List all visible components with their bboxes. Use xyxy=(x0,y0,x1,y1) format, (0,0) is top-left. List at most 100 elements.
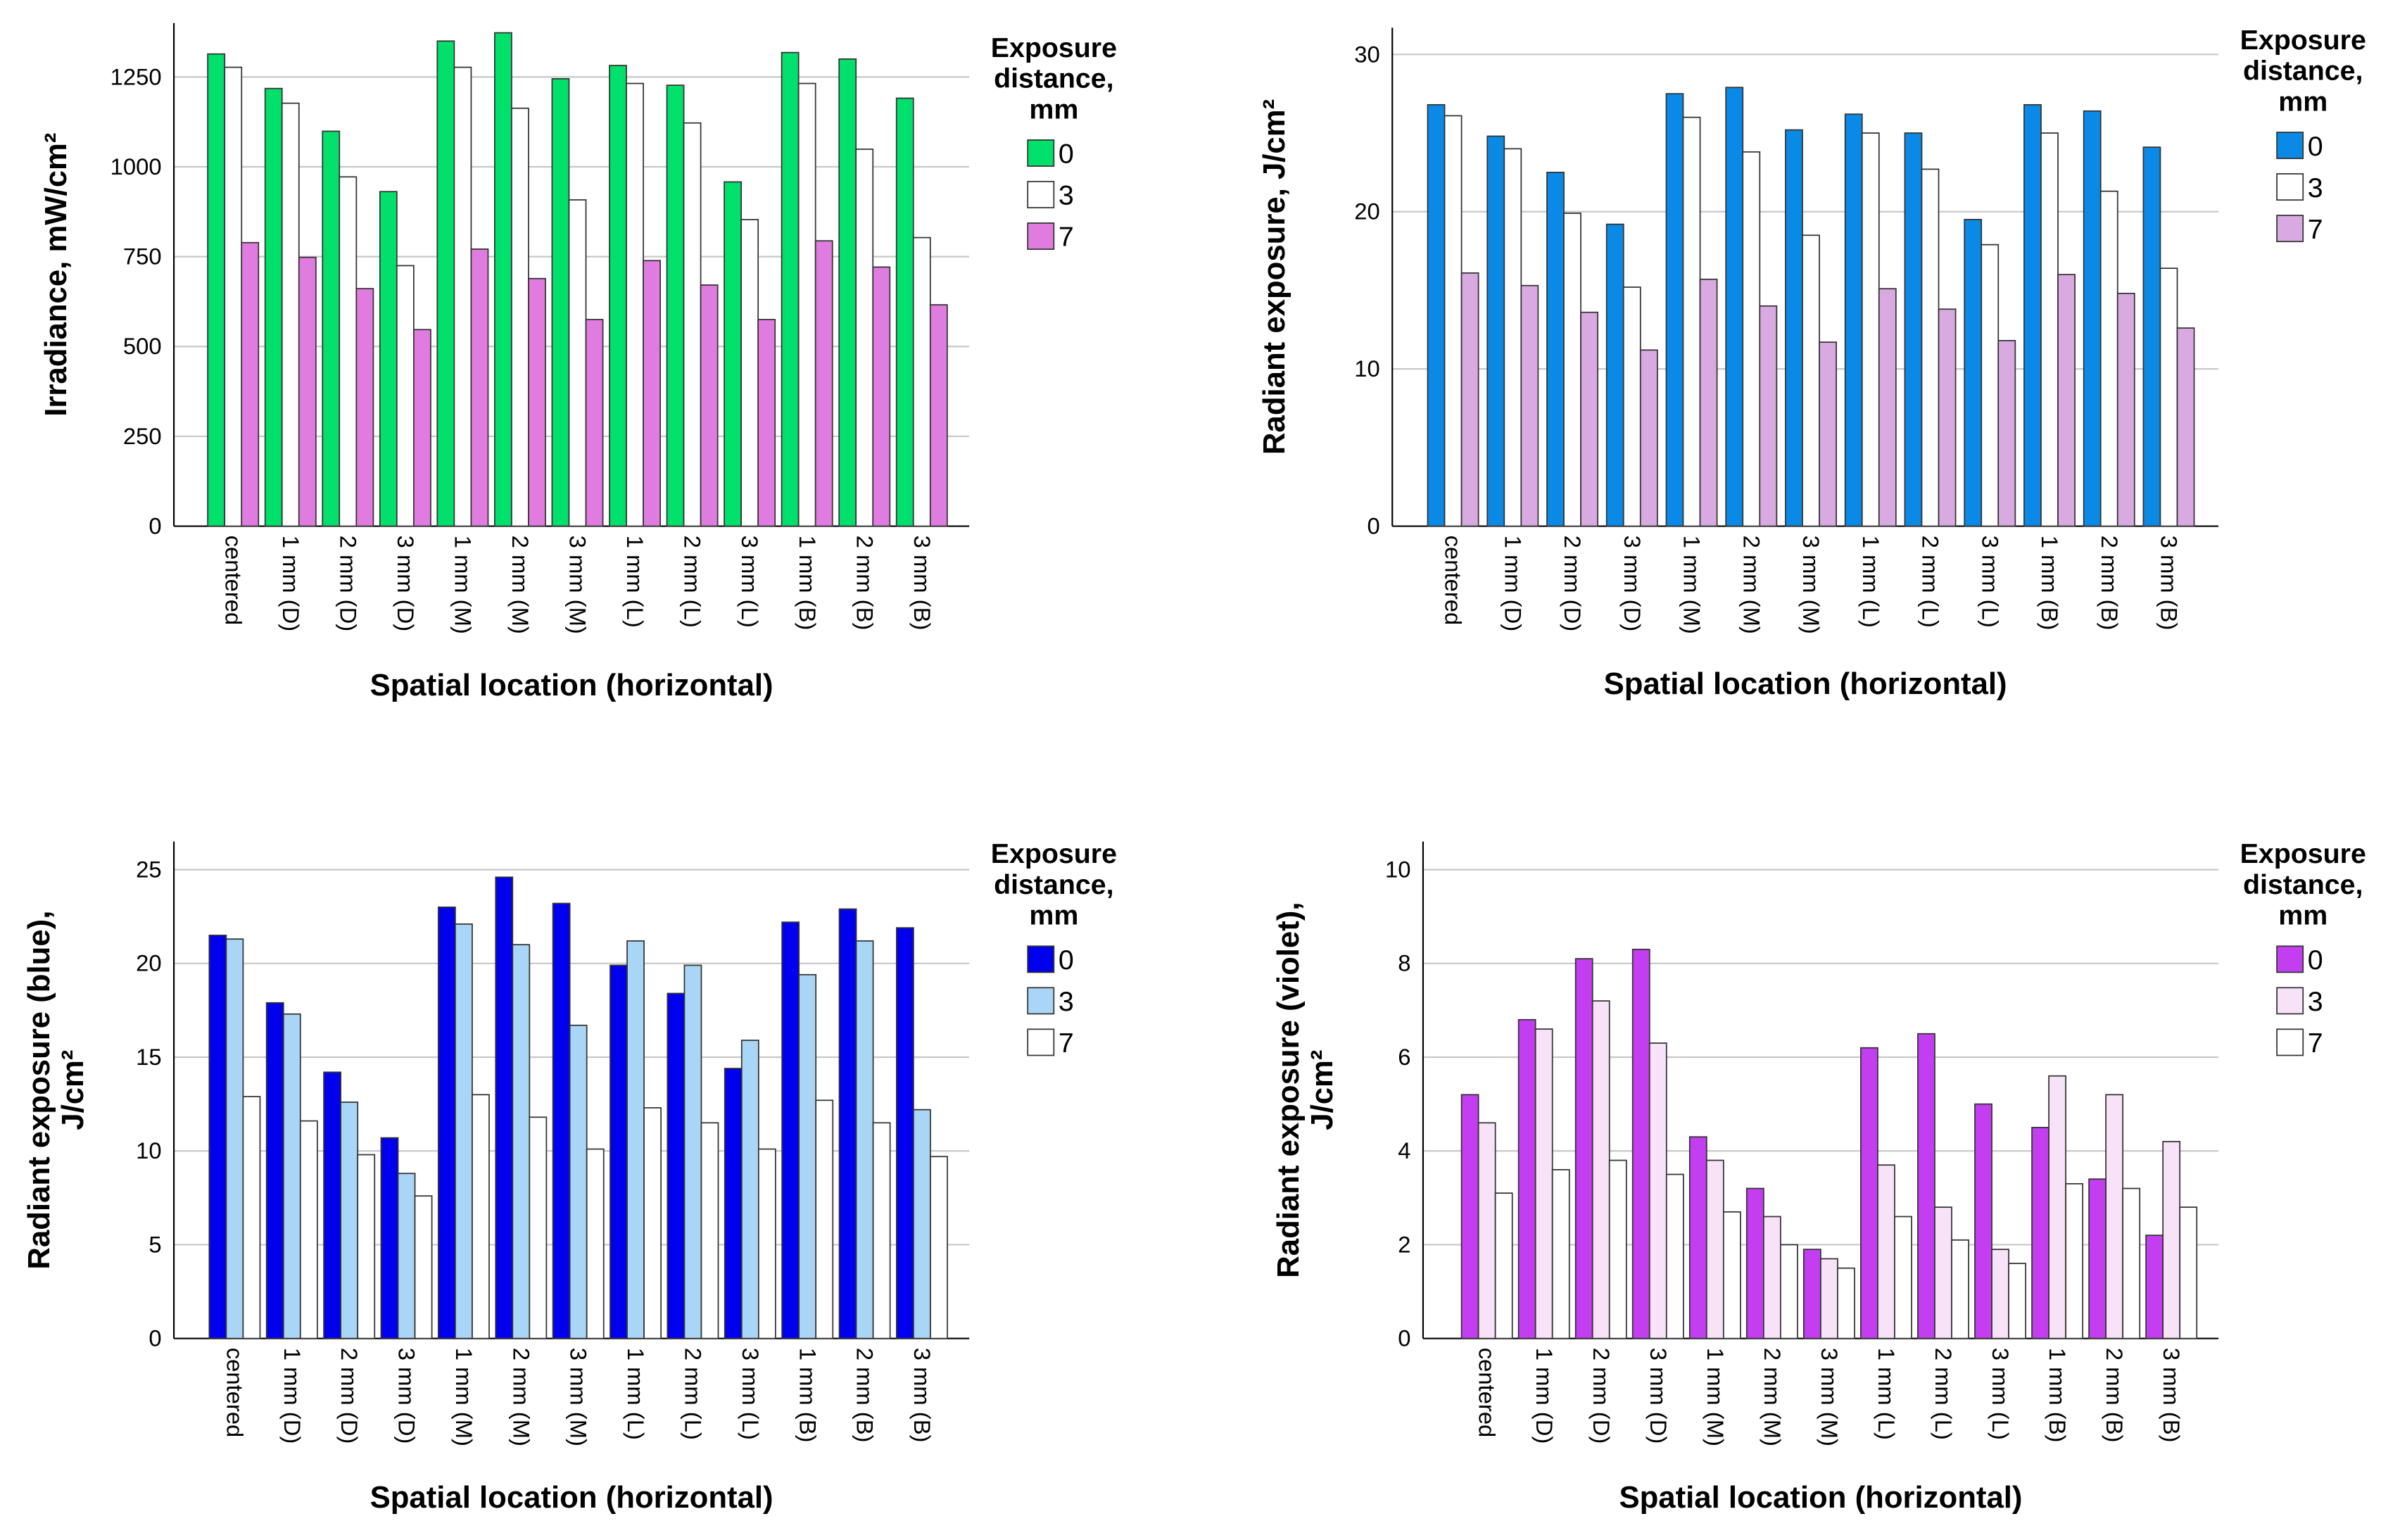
x-tick-label: 2 mm (D) xyxy=(336,1348,362,1444)
bar-series-0 xyxy=(2142,146,2161,527)
legend-swatch-3 xyxy=(2276,987,2304,1015)
bar-series-7 xyxy=(757,1148,776,1339)
y-tick-label: 2 xyxy=(1398,1231,1410,1257)
bar-series-0 xyxy=(1486,135,1505,527)
legend-swatch-7 xyxy=(1027,1028,1055,1056)
bar-series-7 xyxy=(815,1099,834,1339)
x-tick-label: 1 mm (L) xyxy=(1874,1348,1900,1440)
x-tick-label: 2 mm (M) xyxy=(1738,536,1764,634)
bar-series-7 xyxy=(930,1156,948,1339)
x-tick-label: 2 mm (B) xyxy=(852,1348,878,1443)
y-tick-label: 0 xyxy=(149,1325,161,1351)
bar-series-7 xyxy=(2176,327,2195,527)
y-tick-label: 0 xyxy=(1398,1325,1410,1351)
bar-series-3 xyxy=(740,1040,759,1339)
x-tick-label: 2 mm (B) xyxy=(2097,536,2123,631)
x-tick-label: 3 mm (B) xyxy=(2159,1348,2185,1443)
bar-series-0 xyxy=(781,51,800,527)
bar-series-3 xyxy=(396,265,415,527)
x-tick-label: 3 mm (B) xyxy=(2156,536,2183,631)
x-tick-label: centered xyxy=(222,1348,248,1438)
y-tick-label: 20 xyxy=(1354,198,1379,225)
legend-title: mm xyxy=(1029,900,1078,931)
bar-series-3 xyxy=(1921,168,1940,527)
bar-series-3 xyxy=(282,1013,301,1339)
bar-series-0 xyxy=(1631,948,1650,1339)
bar-series-7 xyxy=(2065,1182,2084,1339)
bar-series-0 xyxy=(667,992,686,1339)
bar-series-3 xyxy=(569,1024,588,1339)
bar-series-0 xyxy=(1605,223,1624,527)
legend-swatch-3 xyxy=(1027,181,1055,208)
legend-title: Exposure xyxy=(991,32,1117,63)
legend-title: mm xyxy=(2278,900,2328,931)
x-tick-label: 1 mm (D) xyxy=(279,1348,305,1444)
bar-series-7 xyxy=(700,1122,719,1339)
bar-series-0 xyxy=(265,1002,284,1339)
x-tick-label: 1 mm (B) xyxy=(2037,536,2063,631)
y-tick-label: 10 xyxy=(1385,857,1410,883)
bar-series-0 xyxy=(379,191,398,527)
bar-series-0 xyxy=(1745,1187,1764,1339)
bar-series-0 xyxy=(1688,1136,1707,1339)
bar-series-3 xyxy=(912,236,931,527)
legend-label: 0 xyxy=(1059,139,1074,170)
x-tick-label: 3 mm (B) xyxy=(909,1348,935,1443)
bar-series-3 xyxy=(740,219,759,527)
x-tick-label: 2 mm (L) xyxy=(681,1348,707,1440)
bar-series-0 xyxy=(1964,219,1983,527)
bar-series-3 xyxy=(1682,116,1701,527)
bar-series-0 xyxy=(666,84,685,527)
bar-series-0 xyxy=(724,1068,743,1339)
bar-series-7 xyxy=(241,241,260,527)
bar-series-7 xyxy=(872,1122,891,1339)
bar-series-3 xyxy=(1762,1216,1781,1339)
bar-series-7 xyxy=(1878,288,1897,527)
bar-series-0 xyxy=(1844,113,1863,527)
legend-swatch-0 xyxy=(1027,945,1055,973)
bar-series-0 xyxy=(1860,1047,1878,1339)
bar-series-3 xyxy=(798,973,817,1339)
x-tick-label: 1 mm (B) xyxy=(795,536,821,631)
bar-series-3 xyxy=(1934,1206,1952,1339)
bar-series-0 xyxy=(208,934,227,1339)
chart-panel-4: 0 2 4 6 8 10 centered 1 mm (D) 2 mm (D) 3 mm (D) 1… xyxy=(1271,838,2366,1515)
y-tick-label: 0 xyxy=(1368,512,1380,538)
bar-series-7 xyxy=(1639,349,1658,527)
y-axis-label: J/cm² xyxy=(1305,1050,1339,1130)
bar-series-0 xyxy=(437,907,456,1339)
bar-series-7 xyxy=(2179,1206,2198,1339)
bar-series-3 xyxy=(2105,1094,2124,1339)
bar-series-0 xyxy=(724,181,742,527)
bar-series-3 xyxy=(2048,1075,2066,1339)
legend-title: distance, xyxy=(994,63,1114,94)
bar-series-0 xyxy=(1460,1094,1479,1339)
bar-series-3 xyxy=(626,82,644,527)
bar-series-7 xyxy=(2057,274,2076,527)
bar-series-3 xyxy=(1742,151,1761,527)
bar-series-0 xyxy=(610,964,628,1339)
x-tick-label: 3 mm (L) xyxy=(1988,1348,2014,1440)
bar-series-3 xyxy=(2162,1141,2181,1339)
x-tick-label: 2 mm (L) xyxy=(680,536,706,628)
bar-series-7 xyxy=(929,304,948,527)
y-axis-label: Radiant exposure (blue), xyxy=(22,911,56,1270)
bar-series-0 xyxy=(2031,1127,2050,1339)
y-tick-label: 10 xyxy=(136,1137,161,1163)
x-tick-label: 1 mm (M) xyxy=(1679,536,1705,634)
bar-series-0 xyxy=(1665,93,1684,527)
bar-series-7 xyxy=(814,240,833,527)
bar-series-7 xyxy=(1608,1159,1627,1339)
legend-label: 0 xyxy=(1059,945,1074,976)
bar-series-0 xyxy=(495,876,514,1339)
x-axis-label: Spatial location (horizontal) xyxy=(1619,1480,2022,1515)
legend-swatch-0 xyxy=(2276,132,2304,160)
x-tick-label: centered xyxy=(220,536,246,626)
bar-series-3 xyxy=(1705,1159,1724,1339)
x-tick-label: centered xyxy=(1441,536,1467,626)
bar-series-7 xyxy=(1551,1169,1570,1339)
y-tick-label: 500 xyxy=(123,333,162,359)
bar-series-3 xyxy=(568,199,587,527)
